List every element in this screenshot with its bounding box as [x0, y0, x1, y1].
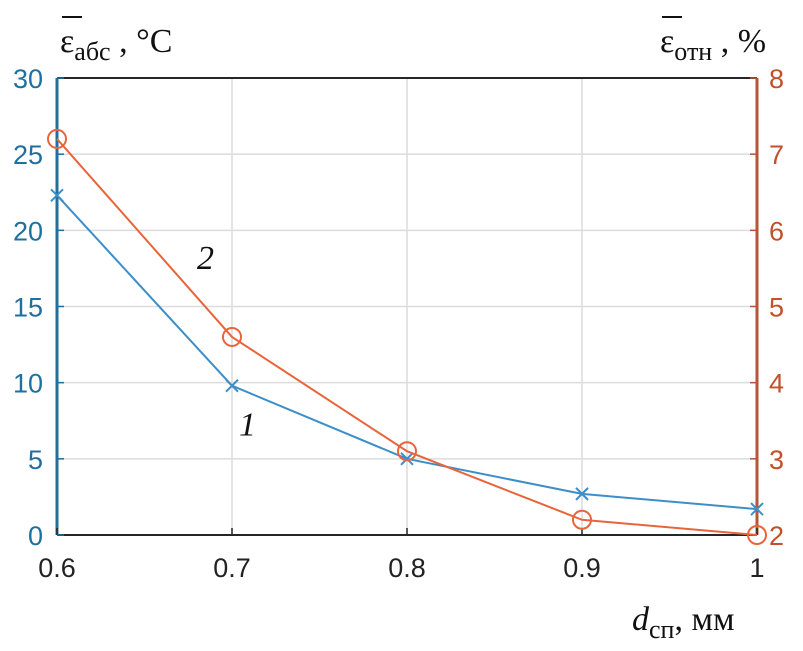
- marker-stroke: [400, 452, 414, 466]
- y-axis-right-title-main: ε: [660, 23, 674, 60]
- y-axis-left-title: εабс , °C: [60, 23, 172, 66]
- x-tick-label: 0.8: [388, 553, 426, 583]
- y-axis-right-title: εотн , %: [660, 23, 766, 66]
- marker-stroke: [575, 487, 589, 501]
- series-2-point: [572, 509, 592, 530]
- y-axis-left-title-main: ε: [60, 23, 74, 60]
- series-2-line: [56, 138, 758, 536]
- y-axis-left-title-sub: абс: [74, 37, 110, 66]
- x-tick-label: 0.7: [213, 553, 251, 583]
- grid-layer: [57, 78, 757, 535]
- marker-stroke: [750, 502, 764, 516]
- y-left-tick-label: 15: [13, 293, 43, 323]
- y-left-tick-label: 20: [13, 216, 43, 246]
- series-2-curve-label: 2: [197, 240, 214, 277]
- y-right-tick-label: 8: [769, 64, 784, 94]
- series-1-point: [575, 487, 589, 501]
- marker-stroke: [50, 188, 64, 203]
- y-axis-right-title-suffix: , %: [712, 23, 766, 60]
- y-left-tick-label: 10: [13, 369, 43, 399]
- y-right-tick-label: 7: [769, 140, 784, 170]
- series-1-point: [750, 502, 764, 516]
- y-left-tick-label: 25: [13, 140, 43, 170]
- x-tick-label: 0.6: [38, 553, 76, 583]
- y-right-tick-label: 5: [769, 293, 784, 323]
- series-1-curve-label: 1: [239, 407, 256, 444]
- x-axis-title-suffix: , мм: [674, 601, 734, 638]
- y-left-tick-label: 0: [28, 521, 43, 551]
- x-axis-title-sub: сп: [649, 615, 675, 644]
- x-tick-label: 1: [749, 553, 764, 583]
- y-left-tick-label: 5: [28, 445, 43, 475]
- y-axis-right-title-sub: отн: [674, 37, 712, 66]
- series-layer: [47, 128, 767, 545]
- y-right-tick-label: 3: [769, 445, 784, 475]
- marker-stroke: [225, 379, 239, 393]
- x-axis-title-main: d: [632, 601, 650, 638]
- y-right-tick-label: 4: [769, 369, 784, 399]
- series-2-point: [397, 441, 417, 462]
- series-2-point: [222, 326, 242, 347]
- x-axis-title: dсп, мм: [632, 601, 735, 644]
- series-1-point: [400, 452, 414, 466]
- series-2-point: [747, 525, 767, 545]
- x-tick-label: 0.9: [563, 553, 601, 583]
- y-right-tick-label: 6: [769, 216, 784, 246]
- series-1-point: [225, 379, 239, 393]
- y-right-tick-label: 2: [769, 521, 784, 551]
- y-left-tick-label: 30: [13, 64, 43, 94]
- axis-layer: [55, 77, 759, 536]
- y-axis-left-title-suffix: , °C: [111, 23, 173, 60]
- series-2-point: [47, 128, 67, 149]
- series-1-point: [50, 188, 64, 203]
